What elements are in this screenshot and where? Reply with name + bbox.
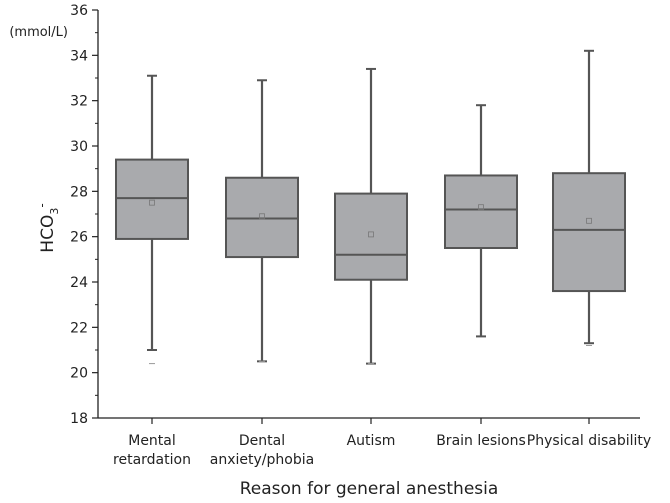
x-tick-label: Physical disability — [527, 433, 651, 449]
box-group — [225, 79, 299, 363]
y-tick-label: 30 — [70, 139, 88, 155]
box-group — [444, 104, 518, 338]
mean-marker — [368, 231, 374, 238]
y-axis-title: HCO3- — [35, 203, 61, 252]
category-labels: Mental retardation Dental anxiety/phobia Aut… — [113, 433, 651, 468]
mean-marker — [149, 199, 155, 206]
x-tick-label: Autism — [347, 433, 396, 449]
boxes — [115, 49, 626, 365]
x-tick-label-line: retardation — [113, 452, 191, 468]
x-tick-label-line: Dental — [239, 433, 285, 449]
x-tick-label: Dental anxiety/phobia — [210, 433, 314, 468]
iqr-box — [444, 174, 518, 249]
x-tick-label: Brain lesions — [436, 433, 526, 449]
y-tick-label: 18 — [70, 411, 88, 427]
x-tick-label: Mental retardation — [113, 433, 191, 468]
y-tick-label: 36 — [70, 3, 88, 19]
box-group — [552, 49, 626, 346]
mean-marker — [586, 217, 592, 224]
x-tick-label-line: Brain lesions — [436, 433, 526, 449]
y-tick-label: 34 — [70, 48, 88, 64]
axes: 18 20 22 24 26 28 30 32 34 36 — [70, 3, 640, 427]
box-group — [334, 67, 408, 365]
y-axis-title-main: HCO — [38, 215, 58, 253]
iqr-box — [225, 176, 299, 259]
x-tick-label-line: Autism — [347, 433, 396, 449]
x-axis-title: Reason for general anesthesia — [240, 479, 499, 499]
y-tick-label: 26 — [70, 230, 88, 246]
y-tick-label: 20 — [70, 366, 88, 382]
mean-marker — [478, 204, 484, 211]
y-axis-title-subscript: 3 — [48, 208, 61, 215]
y-tick-label: 28 — [70, 184, 88, 200]
mean-marker — [259, 213, 265, 220]
y-unit-label: (mmol/L) — [9, 25, 68, 40]
y-tick-label: 22 — [70, 320, 88, 336]
iqr-box — [115, 158, 189, 240]
x-tick-label-line: anxiety/phobia — [210, 452, 314, 468]
box-group — [115, 74, 189, 365]
iqr-box — [552, 172, 626, 293]
y-tick-label: 24 — [70, 275, 88, 291]
x-tick-label-line: Mental — [128, 433, 176, 449]
y-axis-title-superscript: - — [35, 203, 49, 207]
y-tick-label: 32 — [70, 94, 88, 110]
x-tick-label-line: Physical disability — [527, 433, 651, 449]
